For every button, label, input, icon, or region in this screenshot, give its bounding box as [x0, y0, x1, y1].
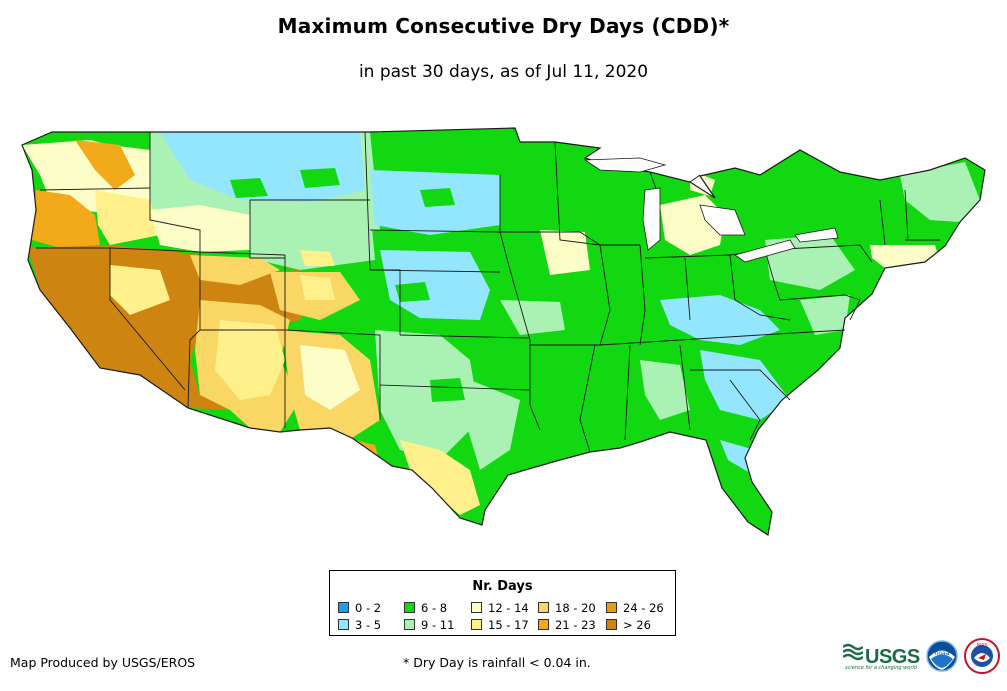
usgs-waves-icon	[843, 643, 863, 661]
legend-item-15-17: 15 - 17	[471, 619, 529, 631]
legend-item-21-23: 21 - 23	[538, 619, 596, 631]
legend-swatch	[606, 602, 617, 613]
legend-swatch	[538, 619, 549, 630]
legend-item-9-11: 9 - 11	[404, 619, 454, 631]
legend-swatch	[471, 602, 482, 613]
nws-logo: NWS	[964, 638, 1000, 674]
legend-item-3-5: 3 - 5	[338, 619, 381, 631]
great-lakes	[583, 157, 839, 263]
legend: Nr. Days 0 - 2 3 - 5 6 - 8 9 - 11 12 - 1…	[329, 570, 676, 636]
legend-swatch	[338, 619, 349, 630]
map-credit: Map Produced by USGS/EROS	[10, 655, 196, 670]
legend-item-0-2: 0 - 2	[338, 602, 381, 614]
legend-swatch	[606, 619, 617, 630]
legend-title: Nr. Days	[472, 579, 533, 594]
legend-item-over-26: > 26	[606, 619, 651, 631]
dry-day-footnote: * Dry Day is rainfall < 0.04 in.	[403, 655, 591, 670]
legend-swatch	[338, 602, 349, 613]
legend-swatch	[471, 619, 482, 630]
state-boundaries	[36, 131, 940, 453]
legend-item-12-14: 12 - 14	[471, 602, 529, 614]
usgs-logo: USGS	[843, 643, 920, 669]
noaa-logo-text: noaa	[935, 650, 950, 657]
nws-logo-text: NWS	[977, 643, 988, 649]
legend-item-18-20: 18 - 20	[538, 602, 596, 614]
usgs-tagline: science for a changing world	[845, 665, 917, 671]
legend-swatch	[404, 619, 415, 630]
noaa-logo: noaa	[926, 640, 958, 672]
map-title: Maximum Consecutive Dry Days (CDD)*	[277, 14, 730, 38]
legend-swatch	[404, 602, 415, 613]
us-dry-days-map	[21, 127, 986, 536]
legend-item-6-8: 6 - 8	[404, 602, 447, 614]
map-subtitle: in past 30 days, as of Jul 11, 2020	[358, 62, 649, 82]
legend-item-24-26: 24 - 26	[606, 602, 664, 614]
legend-swatch	[538, 602, 549, 613]
dry-days-raster	[22, 128, 985, 535]
